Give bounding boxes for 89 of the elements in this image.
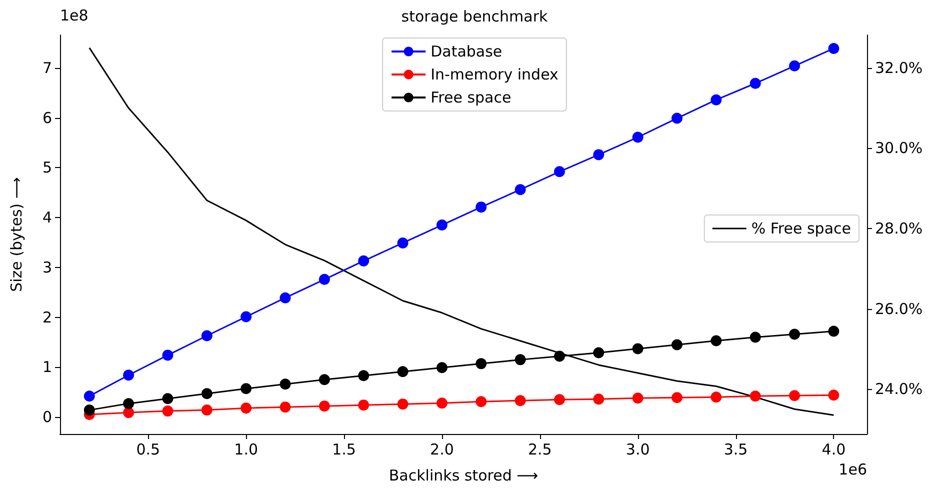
legend-label: Database — [430, 42, 502, 60]
y-tick-label: 6 — [42, 108, 52, 127]
point — [280, 292, 291, 304]
point — [201, 404, 212, 416]
point — [750, 78, 761, 89]
point — [358, 400, 370, 411]
point — [710, 335, 722, 346]
y2-tick-label: 32.0% — [875, 58, 923, 77]
y2-tick-label: 30.0% — [875, 139, 923, 158]
point — [476, 202, 487, 213]
point — [162, 350, 174, 361]
point — [84, 390, 95, 402]
x-tick-label: 4.0 — [822, 440, 846, 458]
point — [162, 406, 174, 417]
point — [514, 184, 526, 196]
point — [828, 42, 840, 54]
point — [710, 392, 722, 403]
point — [123, 398, 134, 410]
point — [397, 237, 408, 248]
y-tick-label: 0 — [42, 408, 52, 426]
point — [201, 388, 212, 400]
text: 1e6 — [838, 460, 867, 478]
point — [280, 402, 291, 413]
point — [789, 390, 800, 402]
point — [436, 398, 448, 409]
point — [593, 149, 604, 160]
y-tick-label: 1 — [42, 358, 52, 376]
x-tick-label: 3.5 — [724, 440, 748, 458]
point — [201, 330, 212, 342]
x-tick-label: 1.0 — [234, 440, 258, 458]
point — [436, 220, 448, 231]
point — [476, 358, 487, 370]
point — [162, 393, 174, 404]
point — [397, 366, 408, 378]
chart-title: storage benchmark — [401, 8, 548, 26]
point — [554, 394, 565, 406]
point — [789, 328, 800, 340]
legend-label: Free space — [430, 88, 512, 106]
point — [593, 347, 604, 358]
point — [436, 362, 448, 374]
point — [358, 370, 370, 382]
point — [593, 394, 604, 405]
point — [789, 60, 800, 72]
point — [632, 392, 644, 404]
point — [397, 398, 408, 410]
point — [240, 311, 252, 322]
y2-tick-label: 26.0% — [875, 300, 923, 318]
point — [554, 166, 565, 178]
point — [358, 255, 370, 266]
x-tick-label: 2.5 — [528, 440, 552, 458]
x-tick-label: 3.0 — [626, 440, 650, 458]
point — [84, 404, 95, 416]
point — [750, 332, 761, 343]
point — [318, 400, 330, 412]
point — [632, 343, 644, 354]
y2-tick-label: 28.0% — [875, 219, 923, 238]
y-tick-label: 2 — [42, 308, 52, 326]
point — [672, 392, 682, 404]
point — [318, 274, 330, 285]
x-tick-label: 0.5 — [136, 440, 160, 458]
x-tick-label: 1.5 — [332, 440, 356, 458]
point — [632, 132, 644, 143]
point — [514, 354, 526, 366]
x-tick-label: 2.0 — [430, 440, 454, 458]
y-tick-label: 7 — [42, 58, 52, 77]
point — [672, 339, 682, 350]
point — [123, 407, 134, 418]
point — [672, 112, 682, 124]
point — [280, 378, 291, 390]
point — [828, 390, 840, 401]
y-tick-label: 3 — [42, 258, 52, 276]
point — [123, 370, 134, 381]
point — [710, 94, 722, 106]
y-tick-label: 5 — [42, 158, 52, 177]
point — [240, 383, 252, 394]
y2-tick-label: 24.0% — [875, 380, 923, 398]
x-axis-title: Backlinks stored ⟶ — [388, 466, 538, 484]
legend-label: % Free space — [751, 220, 851, 238]
point — [750, 390, 761, 402]
y-tick-label: 4 — [42, 208, 52, 227]
point — [476, 396, 487, 408]
point — [240, 402, 252, 414]
y-axis-title: Size (bytes) ⟶ — [8, 177, 26, 292]
point — [514, 395, 526, 406]
text: 1e8 — [60, 6, 88, 24]
legend-label: In-memory index — [430, 66, 559, 84]
point — [828, 326, 840, 337]
point — [318, 374, 330, 386]
point — [554, 350, 565, 362]
